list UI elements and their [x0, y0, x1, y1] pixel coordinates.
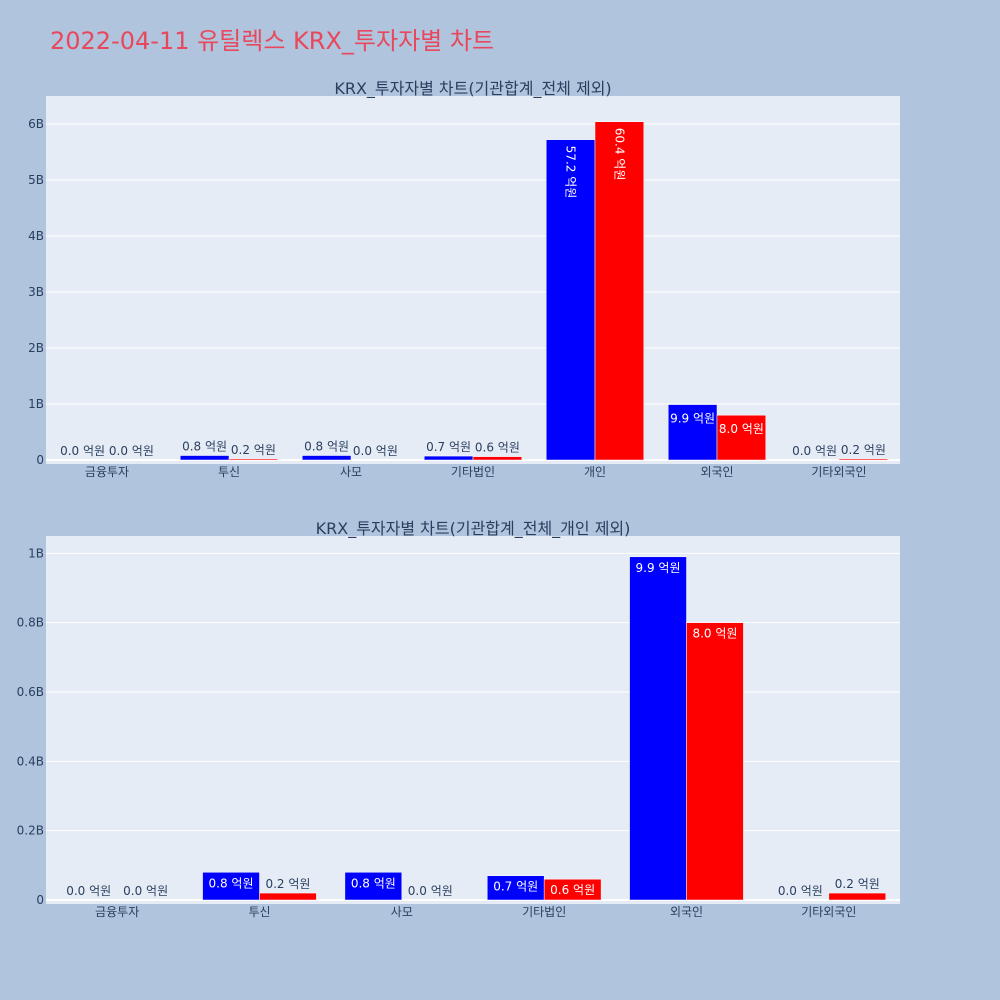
- data-label: 0.7 억원: [493, 880, 538, 894]
- bar: [179, 455, 230, 461]
- data-label: 0.8 억원: [351, 876, 396, 890]
- bar: [486, 875, 545, 901]
- chart-2: KRX_투자자별 차트(기관합계_전체_개인 제외) 0 0.2B 0.4B 0.6B 0…: [17, 519, 900, 919]
- bar: [667, 404, 718, 461]
- y-tick-label: 4B: [28, 229, 44, 243]
- data-label: 0.0 억원: [109, 444, 154, 458]
- y-tick-label: 5B: [28, 173, 44, 187]
- y-tick-label: 6B: [28, 117, 44, 131]
- data-label: 8.0 억원: [692, 627, 737, 641]
- x-tick-label: 기타법인: [451, 465, 495, 479]
- data-label: 60.4 억원: [612, 128, 626, 181]
- bar: [202, 872, 260, 901]
- data-label: 0.2 억원: [231, 443, 276, 457]
- bar: [301, 455, 352, 461]
- data-label: 9.9 억원: [670, 412, 715, 426]
- bar: [344, 872, 403, 901]
- y-tick-label: 0: [36, 893, 44, 907]
- x-tick-label: 금융투자: [85, 465, 129, 479]
- bar: [828, 892, 887, 901]
- bar: [838, 458, 889, 461]
- plot-area: [46, 536, 900, 904]
- x-tick-label: 기타외국인: [811, 465, 866, 479]
- data-label: 0.0 억원: [123, 884, 168, 898]
- y-tick-label: 2B: [28, 341, 44, 355]
- data-label: 57.2 억원: [564, 146, 578, 199]
- x-tick-label: 투신: [248, 905, 270, 919]
- data-label: 0.0 억원: [778, 884, 823, 898]
- y-tick-label: 0.8B: [17, 616, 44, 630]
- data-label: 8.0 억원: [719, 422, 764, 436]
- bar: [259, 892, 317, 901]
- y-tick-label: 1B: [28, 397, 44, 411]
- data-label: 0.0 억원: [60, 444, 105, 458]
- data-label: 0.0 억원: [66, 884, 111, 898]
- bar: [472, 456, 523, 461]
- data-label: 0.8 억원: [209, 876, 254, 890]
- bar: [545, 139, 596, 461]
- data-label: 0.2 억원: [265, 877, 310, 891]
- page-title: 2022-04-11 유틸렉스 KRX_투자자별 차트: [50, 27, 494, 55]
- x-tick-label: 금융투자: [95, 905, 139, 919]
- bar: [629, 556, 687, 901]
- y-tick-label: 3B: [28, 285, 44, 299]
- bar: [423, 455, 474, 461]
- data-label: 0.0 억원: [792, 444, 837, 458]
- y-tick-label: 1B: [28, 546, 44, 560]
- y-tick-label: 0.6B: [17, 685, 44, 699]
- x-tick-label: 사모: [391, 905, 413, 919]
- x-tick-label: 개인: [584, 465, 606, 479]
- data-label: 0.0 억원: [353, 444, 398, 458]
- chart-title: KRX_투자자별 차트(기관합계_전체_개인 제외): [316, 519, 631, 539]
- data-label: 0.8 억원: [304, 440, 349, 454]
- data-label: 0.2 억원: [835, 877, 880, 891]
- y-tick-label: 0.4B: [17, 754, 44, 768]
- bar: [228, 458, 279, 461]
- bar: [686, 622, 744, 901]
- x-tick-label: 투신: [218, 465, 240, 479]
- data-label: 0.0 억원: [408, 884, 453, 898]
- y-tick-label: 0: [36, 453, 44, 467]
- x-tick-label: 기타법인: [522, 905, 566, 919]
- data-label: 0.2 억원: [841, 443, 886, 457]
- chart-1: KRX_투자자별 차트(기관합계_전체 제외) 0 1B 2B 3B 4B 5B 6B 금융투자…: [28, 79, 900, 479]
- x-tick-label: 사모: [340, 465, 362, 479]
- x-tick-label: 기타외국인: [801, 905, 856, 919]
- data-label: 0.6 억원: [475, 441, 520, 455]
- plot-area: [46, 96, 900, 464]
- data-label: 0.7 억원: [426, 440, 471, 454]
- y-tick-label: 0.2B: [17, 824, 44, 838]
- data-label: 0.6 억원: [550, 883, 595, 897]
- chart-title: KRX_투자자별 차트(기관합계_전체 제외): [334, 79, 611, 99]
- data-label: 0.8 억원: [182, 440, 227, 454]
- x-tick-label: 외국인: [700, 465, 733, 479]
- bar: [594, 121, 645, 461]
- bar: [716, 414, 767, 461]
- bar: [543, 878, 602, 901]
- x-tick-label: 외국인: [670, 905, 703, 919]
- data-label: 9.9 억원: [636, 561, 681, 575]
